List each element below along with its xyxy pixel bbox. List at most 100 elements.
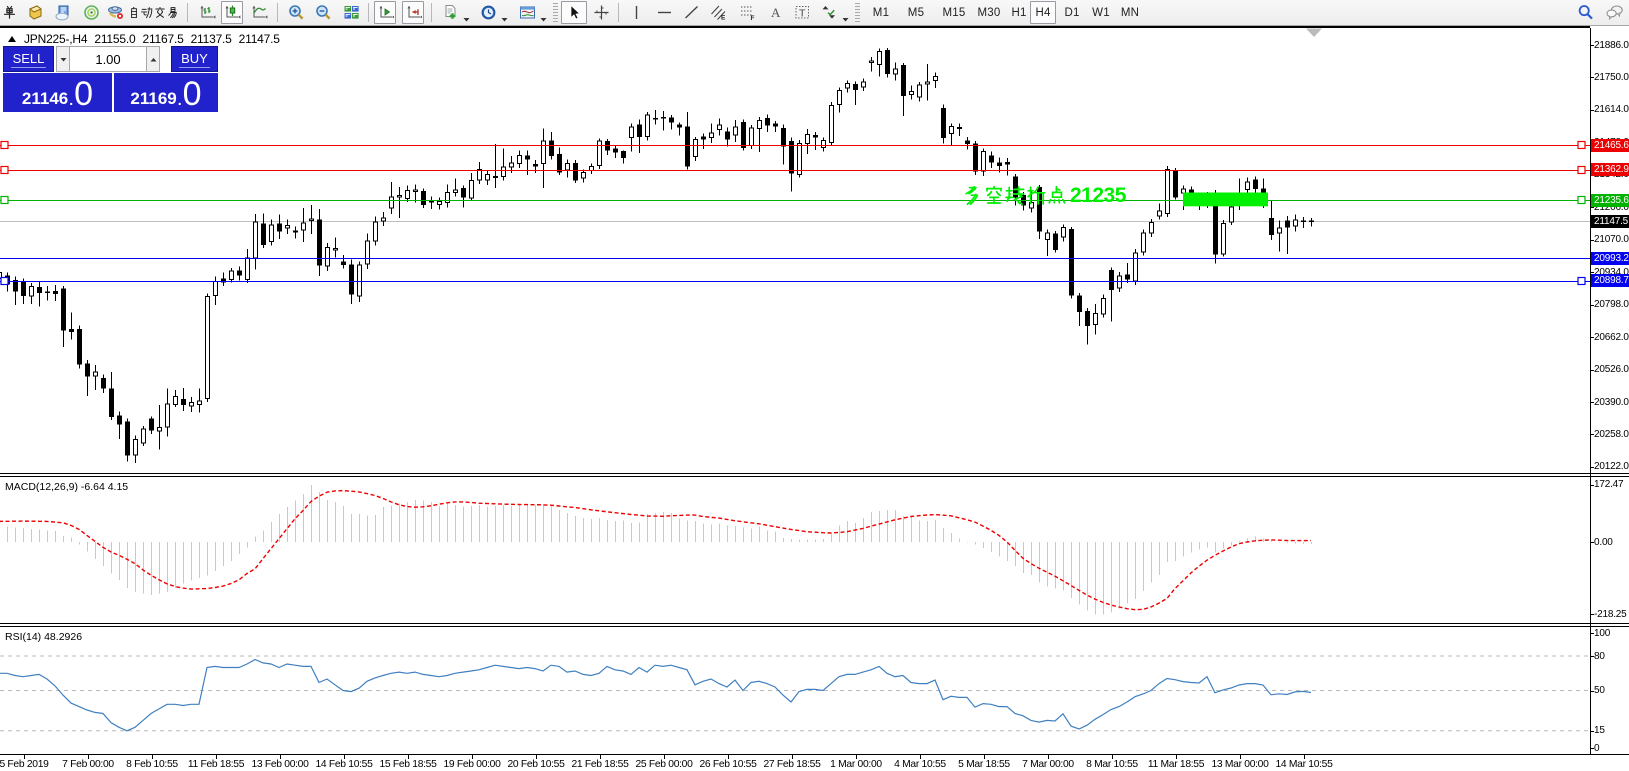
candle-wick [1111, 267, 1112, 322]
tile-windows-button[interactable] [340, 1, 362, 24]
signals-button[interactable] [80, 1, 102, 24]
periods-button[interactable] [477, 1, 499, 24]
candle-wick [335, 237, 336, 258]
text-button[interactable]: A [764, 1, 786, 24]
candle-body-bear [1013, 176, 1018, 198]
vertical-line-button[interactable] [625, 1, 647, 24]
candlestick-chart-button[interactable] [221, 1, 243, 24]
ohlc-close: 21147.5 [238, 32, 280, 46]
dropdown-caret-icon[interactable] [463, 9, 471, 22]
candle-wick [871, 57, 872, 72]
level-line-21235.6[interactable] [0, 200, 1590, 201]
level-line-20898.7[interactable] [0, 281, 1590, 282]
candle-body-fill [158, 428, 161, 431]
timeframe-w1-button[interactable]: W1 [1092, 6, 1110, 19]
svg-text:T: T [799, 8, 806, 20]
candle-body-bear [117, 415, 122, 425]
timeframe-mn-button[interactable]: MN [1120, 6, 1140, 19]
data-folder-button[interactable] [52, 1, 74, 24]
timeframe-m15-button[interactable]: M15 [942, 6, 966, 19]
candle-body-bear [901, 65, 906, 96]
level-line-21362.9[interactable] [0, 170, 1590, 171]
candle-body-bear [53, 290, 58, 294]
search-button[interactable] [1574, 1, 1596, 24]
horizontal-line-button[interactable] [653, 1, 675, 24]
candle-body-fill [1222, 223, 1225, 254]
level-line-20993.2[interactable] [0, 258, 1590, 259]
sell-price[interactable]: 21146 . 0 [3, 73, 112, 112]
tile-windows-icon [344, 6, 359, 19]
candle-body-fill [206, 297, 209, 398]
zoom-out-button[interactable] [312, 1, 334, 24]
candle-body-fill [1182, 189, 1185, 193]
candle-body-fill [302, 223, 305, 230]
line-handle[interactable] [1577, 140, 1586, 150]
line-handle[interactable] [0, 276, 9, 286]
chart-shift-button[interactable] [402, 1, 424, 24]
candle-body-bear [101, 378, 106, 389]
line-handle[interactable] [0, 140, 9, 150]
zoom-in-button[interactable] [285, 1, 307, 24]
line-handle[interactable] [0, 195, 9, 205]
cjk-glyph [965, 185, 979, 205]
autotrading-button[interactable] [106, 1, 180, 24]
candle-body-fill [918, 85, 921, 97]
candle-body-bear [221, 278, 226, 283]
candle-body-fill [142, 429, 145, 443]
buy-button[interactable]: BUY [171, 46, 218, 72]
volume-input[interactable] [70, 46, 146, 72]
line-handle[interactable] [1577, 195, 1586, 205]
indicators-button[interactable] [439, 1, 461, 24]
candle-body-fill [1158, 211, 1161, 216]
volume-decrease-button[interactable] [56, 46, 70, 72]
sell-button[interactable]: SELL [3, 46, 54, 72]
toolbar-grip[interactable] [553, 3, 558, 22]
new-order-button[interactable] [0, 1, 18, 24]
timeframe-m30-button[interactable]: M30 [977, 6, 1001, 19]
green-rectangle-annotation[interactable] [1183, 192, 1268, 207]
chat-button[interactable] [1601, 1, 1627, 24]
pivot-annotation[interactable]: 21235 [963, 185, 1126, 206]
toolbar-grip[interactable] [855, 3, 860, 22]
dropdown-caret-icon[interactable] [501, 9, 509, 22]
equidistant-channel-button[interactable]: E [707, 1, 729, 24]
line-chart-button[interactable] [248, 1, 270, 24]
fibonacci-button[interactable]: F [736, 1, 758, 24]
line-handle[interactable] [0, 165, 9, 175]
templates-button[interactable] [516, 1, 538, 24]
cursor-button[interactable] [561, 1, 587, 24]
market-watch-button[interactable] [24, 1, 46, 24]
timeframe-h1-button[interactable]: H1 [1011, 6, 1027, 19]
chart-shift-marker[interactable] [1306, 28, 1322, 38]
dropdown-caret-icon[interactable] [540, 9, 548, 22]
candle-wick [663, 111, 664, 131]
level-line-21465.6[interactable] [0, 145, 1590, 146]
timeframe-m1-button[interactable]: M1 [872, 6, 890, 19]
arrows-button[interactable] [818, 1, 840, 24]
timeframe-m5-button[interactable]: M5 [907, 6, 925, 19]
candle-body-bear [653, 117, 658, 120]
candle-body-bear [1109, 270, 1114, 290]
candle-body-fill [214, 282, 217, 296]
candle-body-bear [885, 50, 890, 75]
candle-body-bear [421, 190, 426, 206]
volume-increase-button[interactable] [146, 46, 160, 72]
line-handle[interactable] [1577, 165, 1586, 175]
collapse-triangle-icon[interactable] [8, 36, 16, 42]
bar-chart-button[interactable] [196, 1, 218, 24]
auto-scroll-button[interactable] [374, 1, 396, 24]
timeframe-h4-button[interactable]: H4 [1030, 1, 1056, 24]
candle-body-bear [429, 200, 434, 203]
trendline-button[interactable] [680, 1, 702, 24]
cursor-icon [570, 4, 580, 20]
dropdown-caret-icon[interactable] [842, 9, 850, 22]
text-label-button[interactable]: T [791, 1, 813, 24]
line-handle[interactable] [1577, 276, 1586, 286]
candle-body-fill [1046, 233, 1049, 239]
price-pane [0, 48, 1590, 464]
buy-price[interactable]: 21169 . 0 [114, 73, 218, 112]
candle-wick [1303, 216, 1304, 228]
crosshair-button[interactable] [590, 1, 612, 24]
timeframe-d1-button[interactable]: D1 [1064, 6, 1080, 19]
